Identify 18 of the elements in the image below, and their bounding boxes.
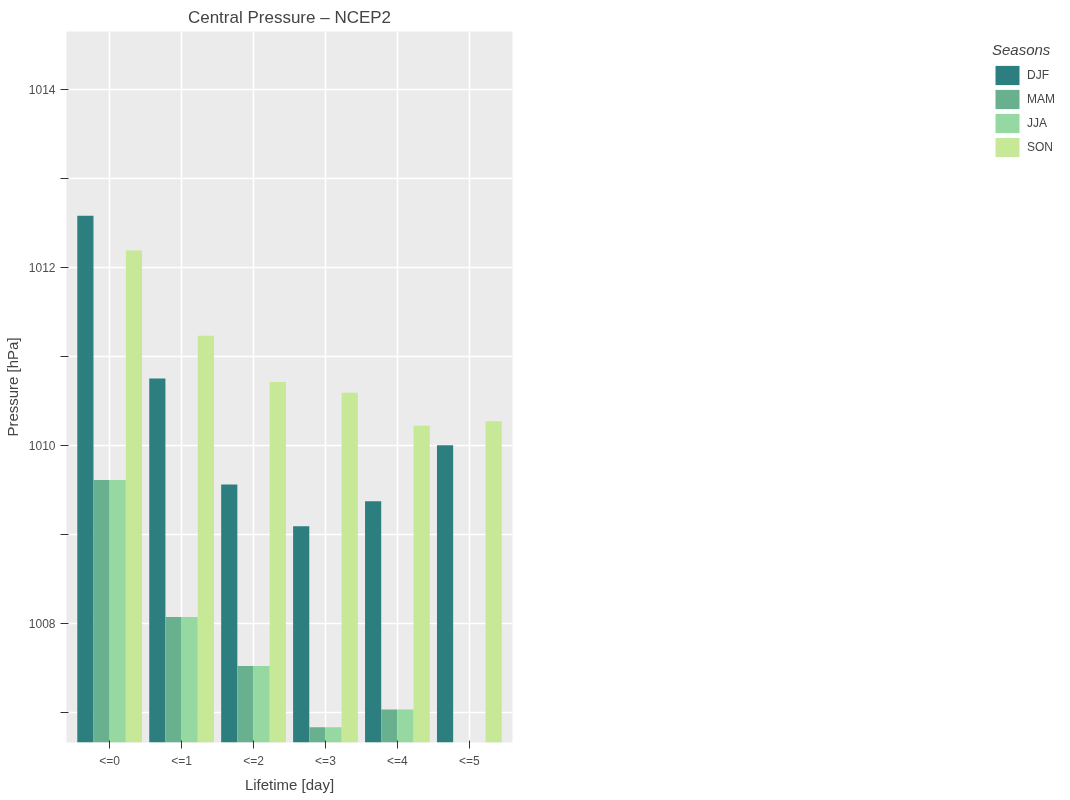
- chart-title: Central Pressure – NCEP2: [187, 7, 392, 27]
- x-tick-label: <=2: [243, 753, 265, 768]
- x-tick-label: <=5: [458, 753, 481, 768]
- legend-label: SON: [1027, 140, 1054, 154]
- y-tick-label: 1010: [28, 438, 56, 453]
- x-tick-label: <=4: [387, 753, 409, 768]
- y-tick-label: 1008: [28, 616, 56, 631]
- x-axis-title: Lifetime [day]: [244, 775, 335, 793]
- legend-label: JJA: [1027, 116, 1048, 130]
- y-axis-title: Pressure [hPa]: [3, 337, 21, 437]
- y-tick-label: 1014: [28, 82, 56, 97]
- legend-label: MAM: [1027, 92, 1055, 106]
- legend-label: DJF: [1027, 68, 1049, 82]
- x-tick-label: <=3: [315, 753, 337, 768]
- legend-title: Seasons: [992, 41, 1052, 58]
- x-tick-label: <=1: [171, 753, 193, 768]
- x-tick-label: <=0: [99, 753, 121, 768]
- y-tick-label: 1012: [28, 260, 56, 275]
